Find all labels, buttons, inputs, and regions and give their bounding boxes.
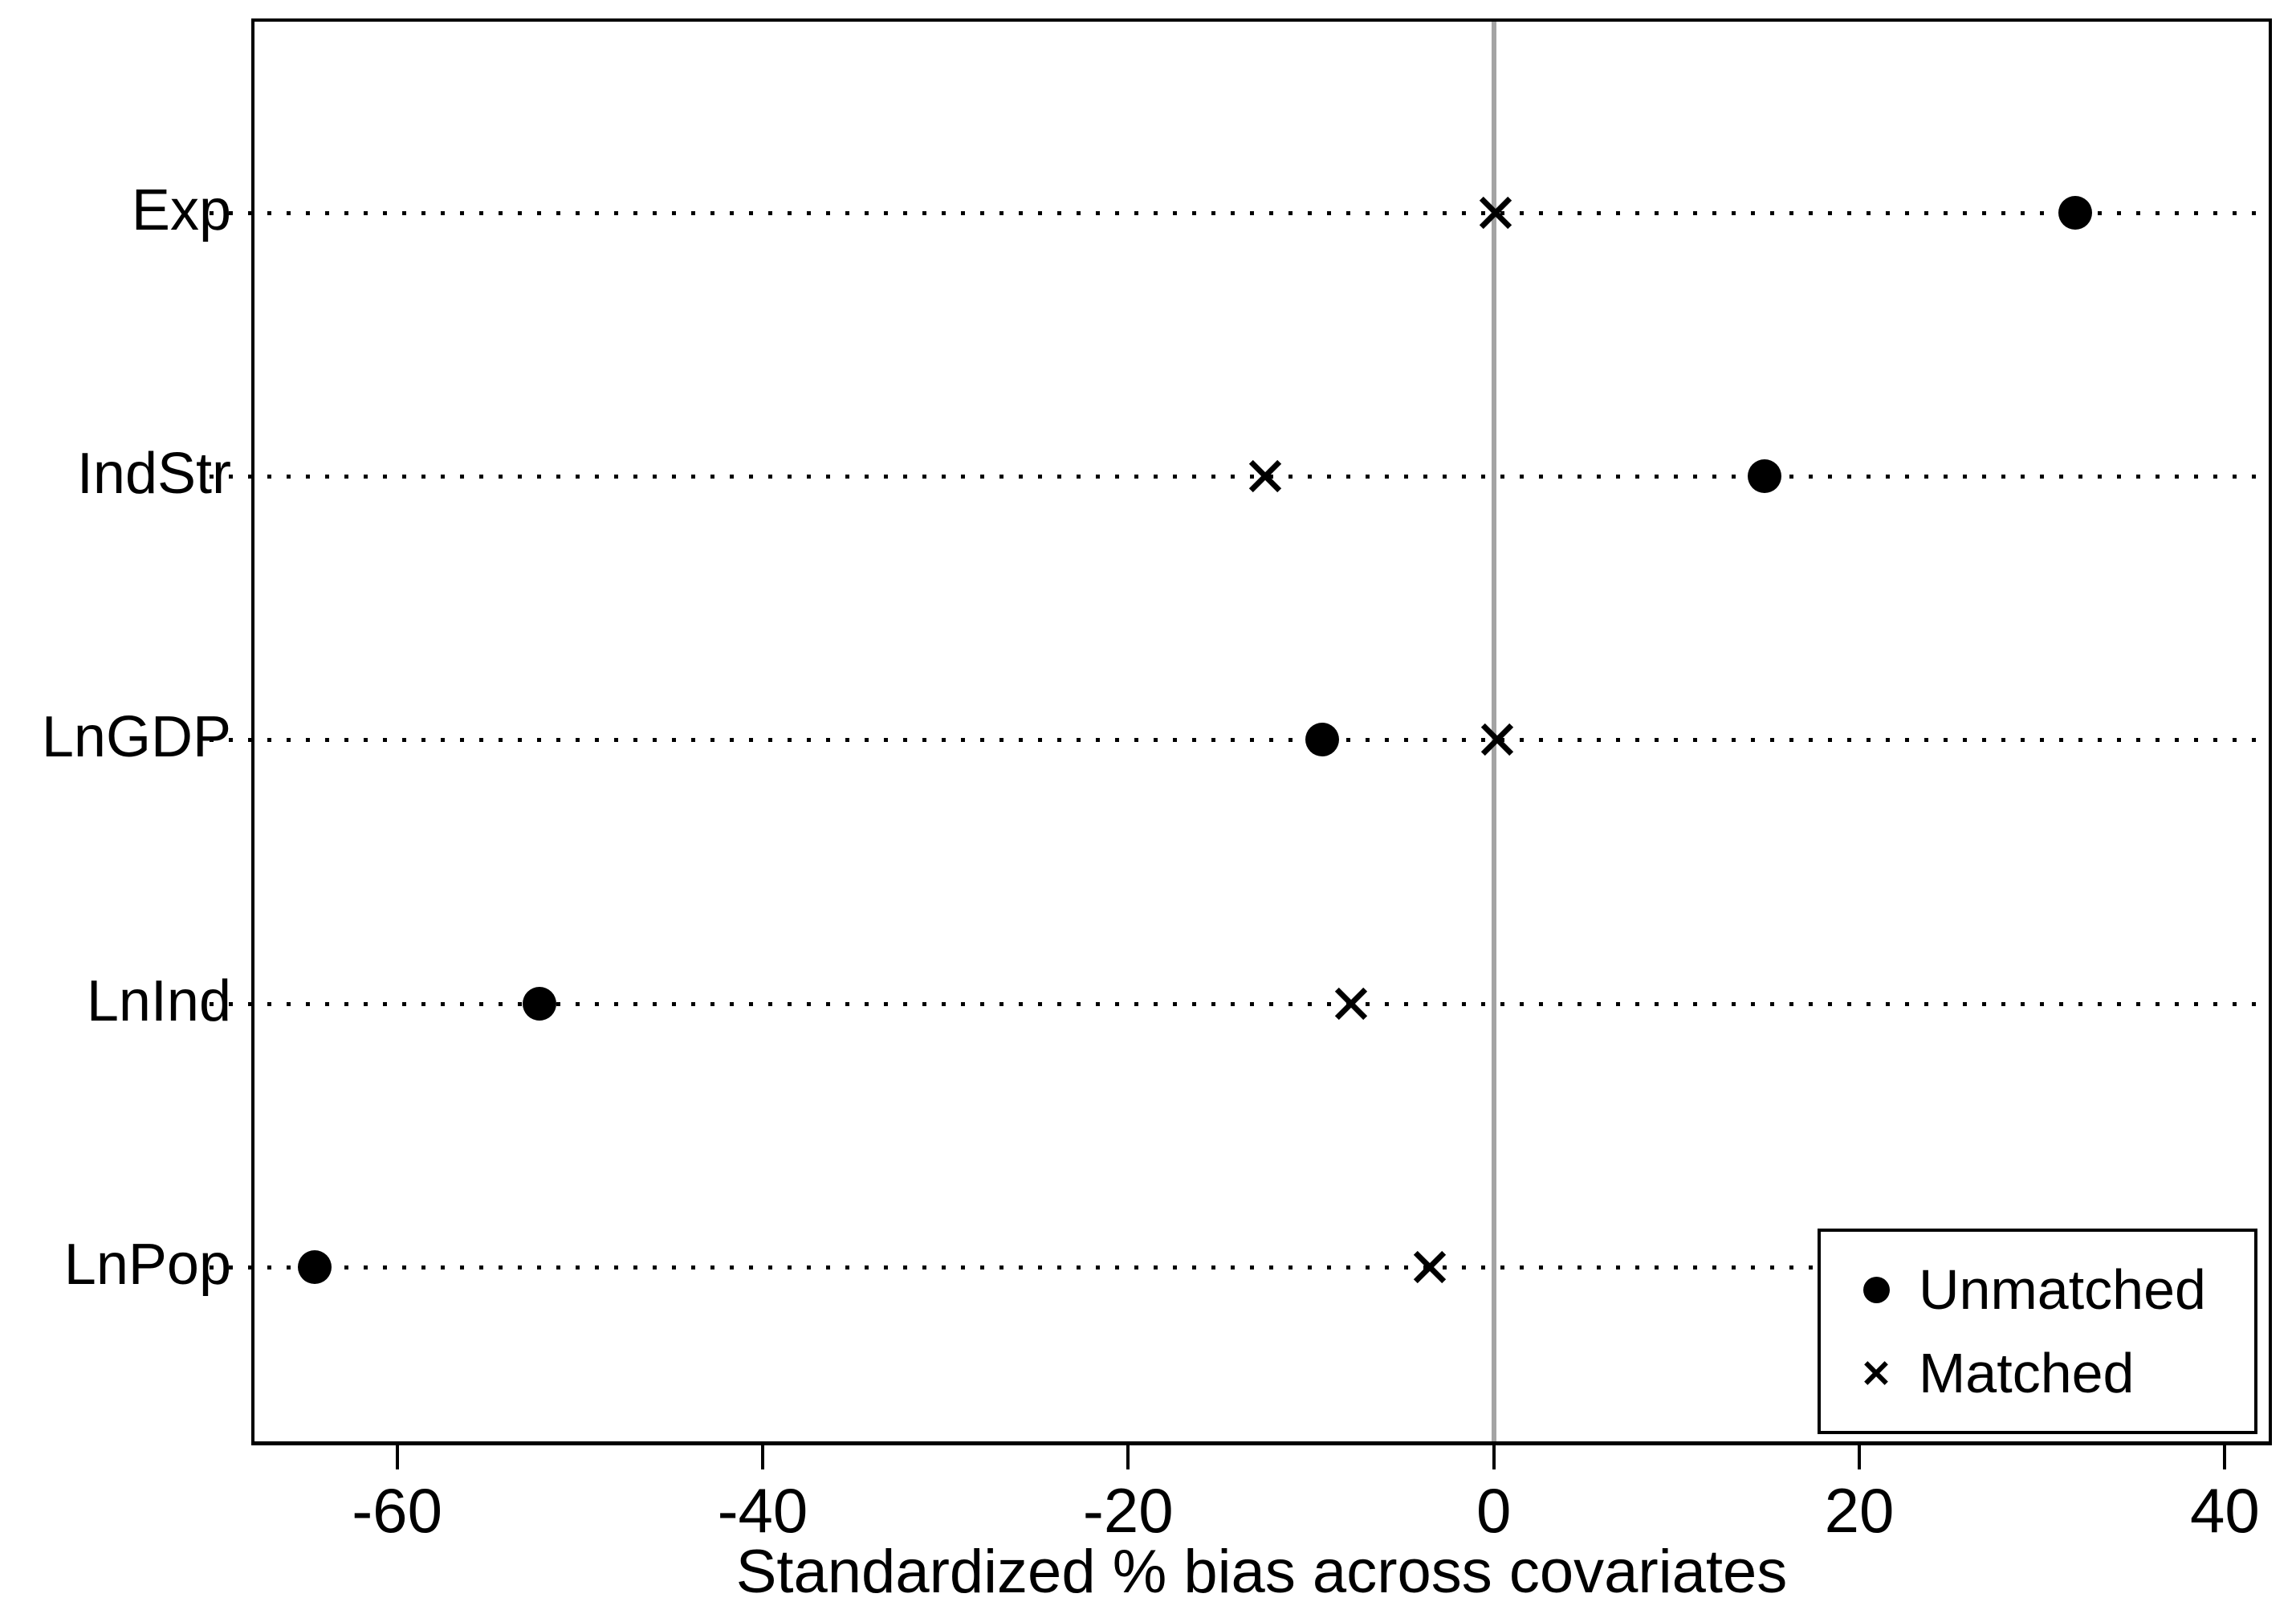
- y-axis-label-lnind: LnInd: [86, 968, 231, 1033]
- gridline-lngdp: [210, 738, 2269, 743]
- data-point-unmatched-exp: [2058, 195, 2092, 230]
- matched-x-icon: [1840, 1359, 1912, 1388]
- data-point-matched-lngdp: [1479, 721, 1516, 758]
- x-axis-title: Standardized % bias across covariates: [735, 1538, 1788, 1606]
- x-tick--40: [760, 1445, 764, 1469]
- y-axis-label-exp: Exp: [131, 177, 231, 242]
- gridline-exp: [210, 210, 2269, 215]
- data-point-matched-exp: [1477, 194, 1514, 231]
- data-point-matched-indstr: [1247, 458, 1284, 495]
- legend-label-matched: Matched: [1919, 1342, 2135, 1404]
- data-point-unmatched-indstr: [1747, 459, 1781, 494]
- x-tick-40: [2223, 1445, 2227, 1469]
- data-point-matched-lnpop: [1411, 1249, 1448, 1286]
- x-tick-label--20: -20: [1082, 1475, 1174, 1546]
- legend-item-unmatched: Unmatched: [1840, 1261, 2254, 1318]
- x-tick-20: [1858, 1445, 1861, 1469]
- data-point-unmatched-lnind: [523, 986, 557, 1021]
- y-axis-label-lngdp: LnGDP: [41, 705, 231, 770]
- x-tick-label--40: -40: [717, 1475, 808, 1546]
- data-point-matched-lnind: [1333, 985, 1370, 1022]
- plot-area: Unmatched Matched: [210, 18, 2272, 1445]
- x-tick--20: [1126, 1445, 1130, 1469]
- x-tick-0: [1492, 1445, 1496, 1469]
- legend: Unmatched Matched: [1818, 1229, 2257, 1434]
- y-axis-label-indstr: IndStr: [76, 442, 231, 507]
- x-tick-label-40: 40: [2189, 1475, 2260, 1546]
- gridline-lnpop: [210, 1265, 2269, 1270]
- x-tick-label-0: 0: [1476, 1475, 1512, 1546]
- data-point-unmatched-lngdp: [1305, 723, 1339, 757]
- x-tick-label--60: -60: [352, 1475, 442, 1546]
- data-point-unmatched-lnpop: [298, 1250, 332, 1285]
- legend-label-unmatched: Unmatched: [1919, 1258, 2206, 1321]
- y-axis-label-lnpop: LnPop: [63, 1233, 231, 1298]
- unmatched-circle-icon: [1840, 1276, 1912, 1303]
- x-tick--60: [395, 1445, 399, 1469]
- x-tick-label-20: 20: [1824, 1475, 1895, 1546]
- legend-item-matched: Matched: [1840, 1345, 2254, 1401]
- gridline-indstr: [210, 475, 2269, 479]
- gridline-lnind: [210, 1001, 2269, 1006]
